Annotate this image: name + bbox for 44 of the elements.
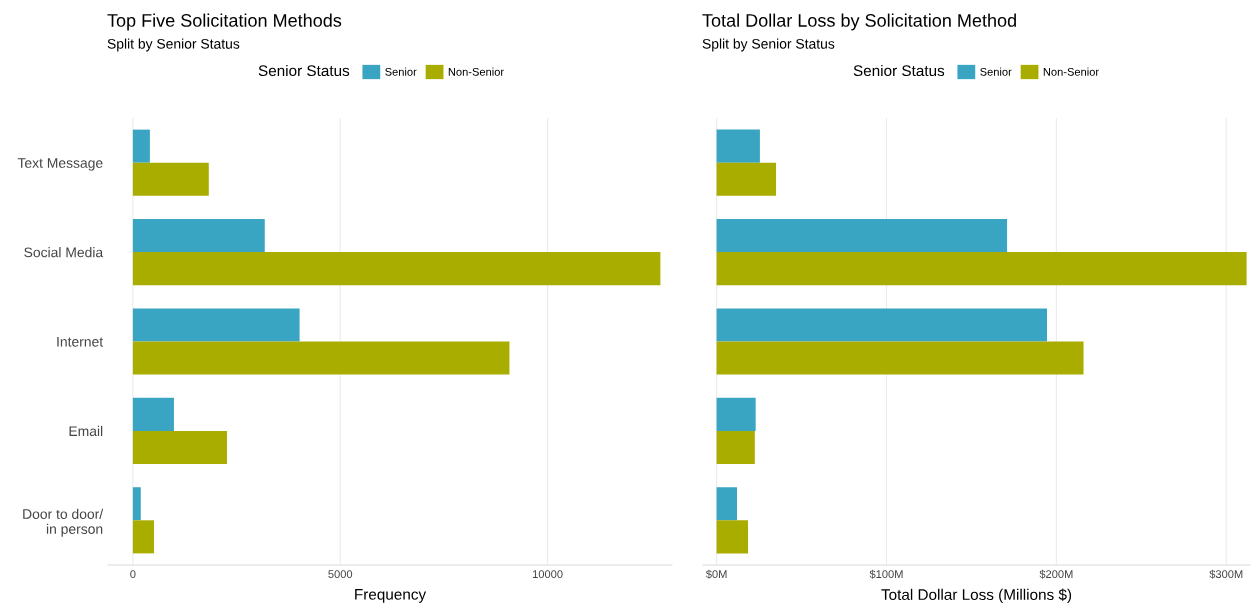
chart-subtitle: Split by Senior Status: [107, 38, 240, 52]
bar: [132, 487, 141, 521]
bar: [716, 129, 760, 163]
bar: [716, 430, 755, 464]
x-tick-label: $100M: [869, 569, 903, 579]
bar: [716, 397, 756, 431]
legend-label: Non-Senior: [448, 67, 504, 76]
bar: [132, 341, 510, 375]
legend-title: Senior Status: [853, 64, 945, 77]
legend-label: Senior: [385, 67, 417, 76]
bar: [716, 219, 1008, 253]
bar: [132, 430, 228, 464]
y-tick-label: Email: [69, 425, 103, 437]
bar: [716, 308, 1047, 342]
x-axis-title: Frequency: [355, 589, 427, 603]
legend-label: Non-Senior: [1043, 67, 1099, 76]
y-tick-label: Door to door/ in person: [23, 508, 104, 537]
bar: [716, 341, 1084, 375]
bar: [132, 162, 209, 196]
bar: [132, 129, 150, 163]
x-tick-label: $200M: [1039, 569, 1073, 579]
bar: [132, 219, 265, 253]
bar: [716, 487, 737, 521]
x-axis-title: Total Dollar Loss (Millions $): [881, 588, 1072, 604]
x-tick-label: $0M: [705, 569, 727, 579]
legend-label: Senior: [980, 67, 1012, 76]
y-tick-label: Internet: [57, 336, 104, 347]
x-tick-label: $300M: [1209, 569, 1243, 579]
bar: [132, 520, 155, 554]
bar: [132, 397, 174, 431]
bar: [716, 252, 1247, 286]
y-tick-label: Social Media: [24, 247, 104, 258]
bar: [716, 520, 749, 554]
y-tick-label: Text Message: [17, 158, 103, 171]
bar: [716, 162, 777, 196]
chart-subtitle: Split by Senior Status: [702, 38, 835, 52]
chart-title: Top Five Solicitation Methods: [107, 13, 342, 31]
legend-title: Senior Status: [258, 64, 350, 77]
chart-title: Total Dollar Loss by Solicitation Method: [702, 13, 1016, 31]
x-tick-label: 0: [130, 570, 136, 579]
bar: [132, 252, 661, 286]
bar: [132, 308, 300, 342]
x-tick-label: 10000: [532, 570, 563, 579]
x-tick-label: 5000: [328, 570, 353, 579]
